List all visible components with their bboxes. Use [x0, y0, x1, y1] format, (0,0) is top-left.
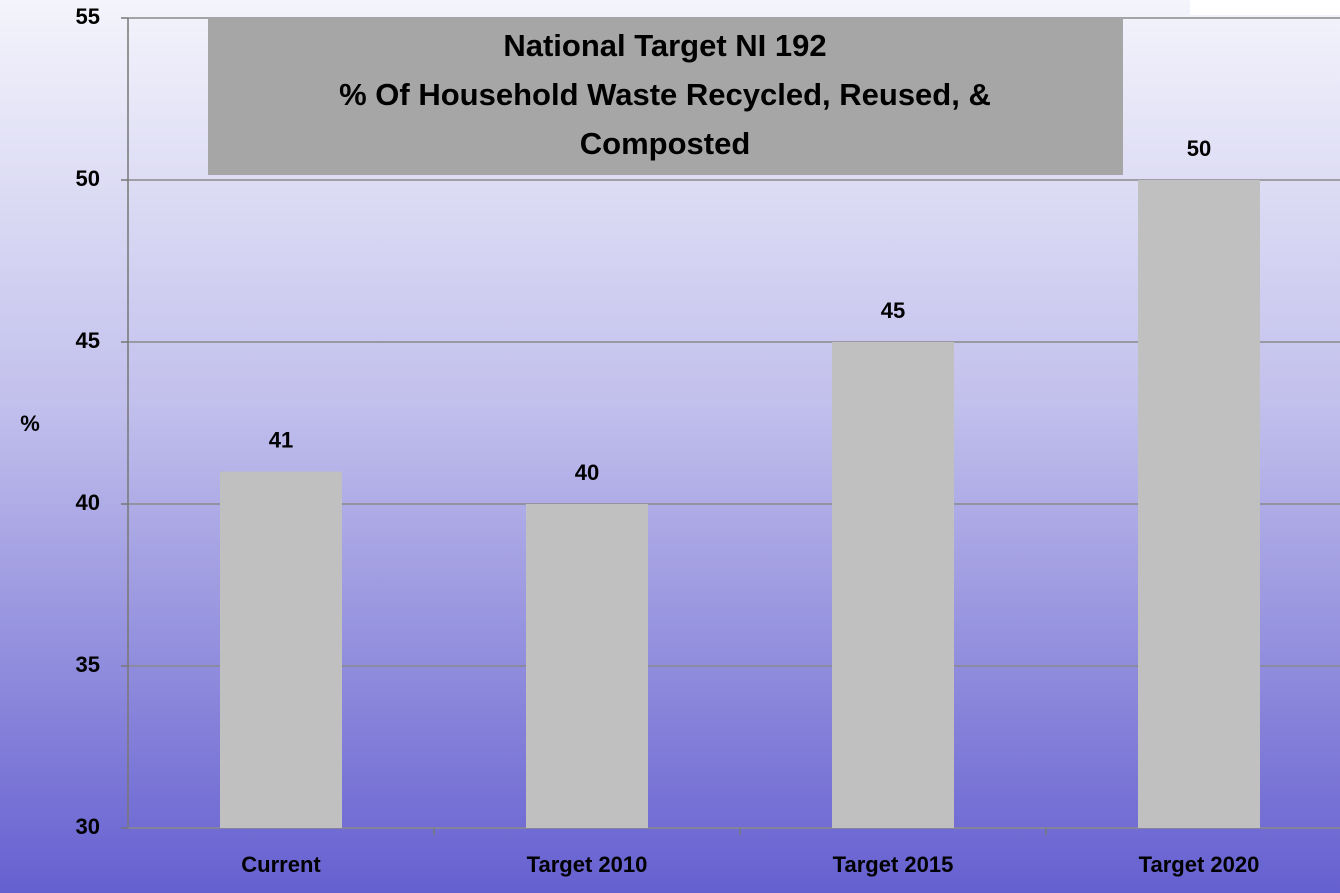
y-tick-label: 50 [76, 166, 100, 191]
chart-title: Composted [580, 126, 751, 161]
title-box [208, 18, 1123, 175]
data-label: 40 [575, 460, 599, 485]
data-label: 45 [881, 298, 905, 323]
y-tick-label: 40 [76, 490, 100, 515]
x-tick-label: Target 2010 [527, 852, 648, 877]
x-tick-label: Current [241, 852, 321, 877]
x-tick-label: Target 2015 [833, 852, 954, 877]
x-tick-label: Target 2020 [1139, 852, 1260, 877]
chart-title: % Of Household Waste Recycled, Reused, & [339, 77, 991, 112]
y-axis-label: % [20, 411, 40, 436]
y-tick-label: 35 [76, 652, 100, 677]
corner-patch [1190, 0, 1340, 15]
y-tick-label: 55 [76, 4, 100, 29]
data-label: 50 [1187, 136, 1211, 161]
bar [526, 504, 648, 828]
y-tick-label: 30 [76, 814, 100, 839]
chart-title: National Target NI 192 [503, 28, 826, 63]
y-tick-label: 45 [76, 328, 100, 353]
bar [220, 471, 342, 828]
bar [832, 342, 954, 828]
bar [1138, 180, 1260, 828]
plot-area: 30 35 40 45 50 55 Current 41 Target 2010 40 Target… [76, 4, 1340, 877]
data-label: 41 [269, 427, 293, 452]
